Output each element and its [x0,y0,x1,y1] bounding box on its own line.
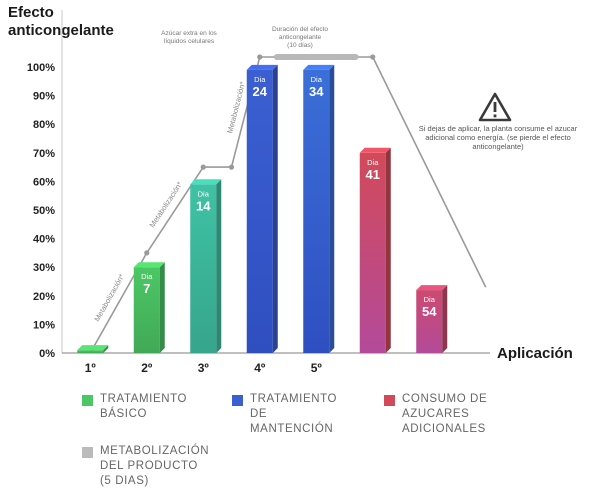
effect-line-node [228,164,235,170]
bar-day-label: Dia [367,158,379,167]
x-tick-label: 2º [141,361,153,375]
bar-day-label: Dia [141,272,153,281]
bar [416,290,443,353]
bar-top [303,64,335,70]
legend-sugar: CONSUMO DE AZUCARES ADICIONALES [384,392,487,437]
x-tick-label: 1º [85,361,97,375]
duration-bar [273,53,359,60]
bar-day-value: 41 [366,167,380,182]
y-tick-label: 20% [33,291,55,303]
bar-day-label: Dia [198,189,210,198]
legend-basic: TRATAMIENTO BÁSICO [82,392,187,422]
x-tick-label: 4º [254,361,266,375]
bar [77,350,104,353]
legend-label-metabolization: METABOLIZACIÓN DEL PRODUCTO (5 DIAS) [100,445,210,487]
legend-swatch-metabolization [82,447,93,458]
bar-side [385,147,391,353]
effect-line-node [370,54,376,60]
duration-annotation: Duración del efecto anticongelante (10 d… [271,26,328,49]
bar-day-value: 14 [196,198,211,213]
legend-swatch-maintenance [232,395,243,406]
y-tick-label: 60% [33,176,55,188]
y-tick-label: 100% [27,62,55,74]
y-tick-label: 40% [33,234,55,246]
y-tick-label: 30% [33,262,55,274]
bar-day-label: Dia [424,295,436,304]
bar [133,267,160,353]
bar [246,69,273,354]
chart-title: Efecto anticongelante [8,4,114,39]
bar-side [272,64,278,354]
y-tick-label: 70% [33,148,55,160]
bar-side [442,285,448,353]
bar [190,184,217,353]
y-tick-label: 80% [33,119,55,131]
sugar-annotation: Azúcar extra en los líquidos celulares [161,30,217,45]
bar-day-label: Dia [311,75,323,84]
legend-label-maintenance: TRATAMIENTO DE MANTENCIÓN [250,393,338,435]
legend-metabolization: METABOLIZACIÓN DEL PRODUCTO (5 DIAS) [82,444,209,489]
y-tick-label: 90% [33,91,55,103]
bar-side [329,64,335,354]
bar [303,69,330,354]
effect-line [89,56,487,354]
bar-day-label: Dia [254,75,266,84]
effect-line-node [257,54,263,60]
x-tick-label: 3º [198,361,210,375]
bar-day-value: 7 [143,281,150,296]
y-tick-label: 50% [33,205,55,217]
legend-swatch-sugar [384,395,395,406]
bar-day-value: 54 [422,304,437,319]
effect-line-node [200,164,206,170]
bar [359,152,386,353]
bar-top [416,285,448,291]
bar-day-value: 34 [309,84,324,99]
bar-side [103,345,109,353]
bar-side [216,179,222,353]
bar-day-value: 24 [253,84,268,99]
bar-side [159,262,165,353]
y-tick-label: 0% [39,348,55,360]
x-tick-label: 5º [311,361,323,375]
bar-top [77,345,109,351]
warning-triangle-icon [478,92,512,122]
bar-top [190,179,222,185]
legend-label-sugar: CONSUMO DE AZUCARES ADICIONALES [402,393,488,435]
metabolization-label: Metabolización* [225,81,247,135]
legend-maintenance: TRATAMIENTO DE MANTENCIÓN [232,392,337,437]
legend-swatch-basic [82,395,93,406]
warning-text: Si dejas de aplicar, la planta consume e… [418,124,578,151]
effect-line-node [144,250,150,256]
legend-label-basic: TRATAMIENTO BÁSICO [100,393,188,420]
bar-top [246,64,278,70]
y-tick-label: 10% [33,319,55,331]
bar-top [133,262,165,268]
bar-top [359,147,391,153]
x-axis-title: Aplicación [497,345,573,362]
